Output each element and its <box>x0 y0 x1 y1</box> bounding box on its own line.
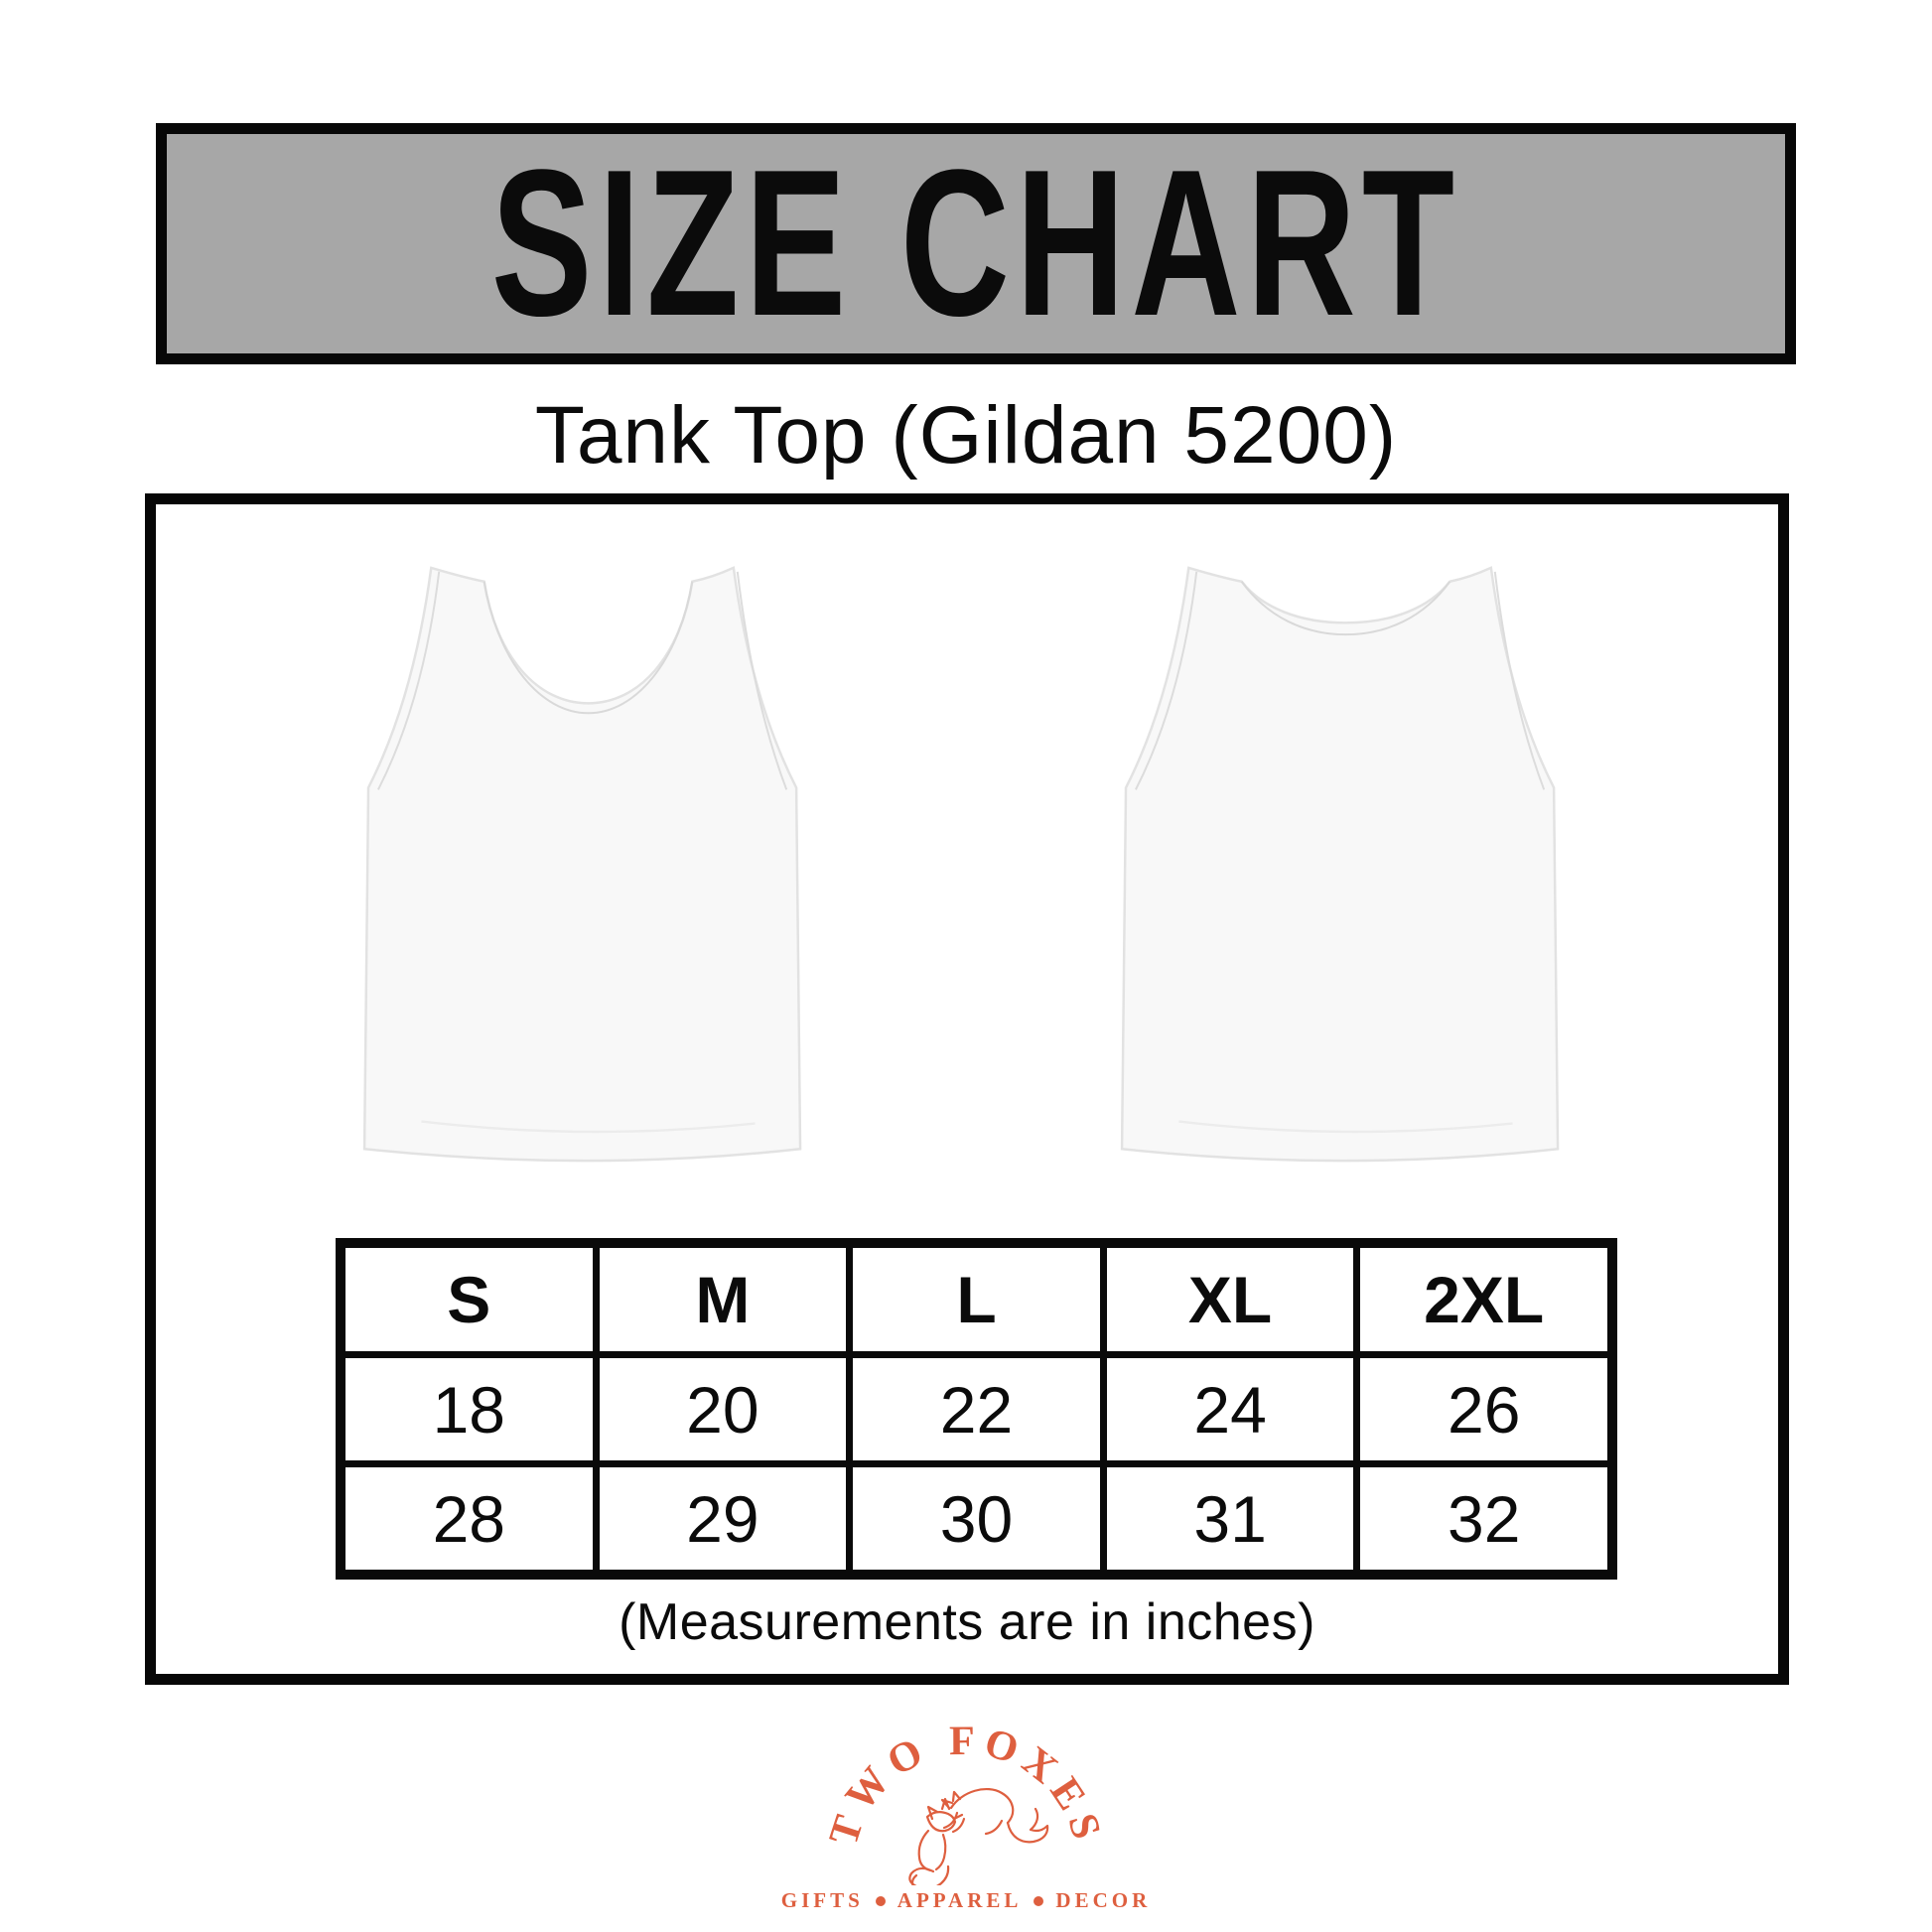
size-table-header-row: S M L XL 2XL <box>337 1239 1616 1358</box>
brand-arched-text: TWO FOXES <box>821 1719 1111 1851</box>
measurement-cell: 20 <box>592 1351 854 1467</box>
brand-tagline: GIFTS APPAREL DECOR <box>781 1888 1147 1913</box>
size-column-header: 2XL <box>1353 1239 1616 1358</box>
product-subtitle: Tank Top (Gildan 5200) <box>534 390 1398 481</box>
measurement-cell: 29 <box>592 1460 854 1579</box>
tank-front-body <box>362 566 802 1163</box>
measurement-cell: 31 <box>1099 1460 1361 1579</box>
size-column-header: S <box>337 1239 600 1358</box>
tank-back-right-armhole-seam <box>1493 571 1546 790</box>
size-column-header: XL <box>1099 1239 1361 1358</box>
tank-back-hem-wrinkle <box>1178 1120 1513 1134</box>
tank-back-left-armhole-seam <box>1135 571 1198 790</box>
tank-front-collar-seam <box>483 581 694 715</box>
size-column-header: L <box>846 1239 1107 1358</box>
brand-logo-art: TWO FOXES <box>821 1719 1111 1885</box>
tank-front-hem-wrinkle <box>421 1120 756 1134</box>
two-foxes-illustration-icon <box>908 1788 1049 1885</box>
measurements-note: (Measurements are in inches) <box>619 1593 1315 1651</box>
tagline-word: DECOR <box>1055 1888 1152 1912</box>
size-table-row: 18 20 22 24 26 <box>337 1351 1616 1467</box>
measurement-cell: 18 <box>337 1351 600 1467</box>
measurement-cell: 26 <box>1353 1351 1616 1467</box>
page-title: SIZE CHART <box>490 126 1461 359</box>
size-table: S M L XL 2XL 18 20 22 24 26 28 29 <box>336 1238 1617 1580</box>
tagline-word: APPAREL <box>897 1888 1023 1912</box>
measurement-cell: 24 <box>1099 1351 1361 1467</box>
tank-back-collar-seam <box>1240 581 1451 636</box>
measurement-cell: 32 <box>1353 1460 1616 1579</box>
tagline-dot-icon <box>875 1895 886 1906</box>
header-banner: SIZE CHART <box>156 123 1796 364</box>
tagline-word: GIFTS <box>780 1888 864 1912</box>
tank-back-body <box>1120 566 1560 1163</box>
tank-front-left-armhole-seam <box>377 571 441 790</box>
tagline-dot-icon <box>1034 1895 1044 1906</box>
measurement-cell: 22 <box>846 1351 1107 1467</box>
size-column-header: M <box>592 1239 854 1358</box>
size-table-row: 28 29 30 31 32 <box>337 1460 1616 1579</box>
tank-top-front-image <box>362 566 802 1163</box>
measurement-cell: 28 <box>337 1460 600 1579</box>
measurement-cell: 30 <box>846 1460 1107 1579</box>
content-panel: S M L XL 2XL 18 20 22 24 26 28 29 <box>145 493 1789 1685</box>
tank-front-right-armhole-seam <box>736 571 788 790</box>
brand-logo: TWO FOXES GIFTS A <box>781 1712 1147 1922</box>
tank-top-back-image <box>1120 566 1560 1163</box>
